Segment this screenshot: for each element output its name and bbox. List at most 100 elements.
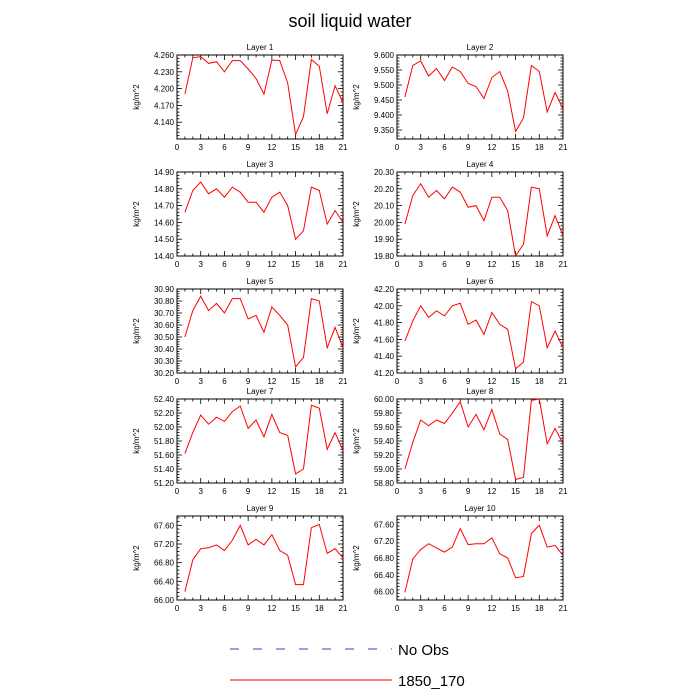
layer-8-xtick-label: 12	[487, 487, 496, 496]
layer-2-series-line	[404, 60, 564, 133]
layer-4-ytick-label: 20.30	[374, 168, 395, 177]
legend-label-no-obs: No Obs	[398, 642, 449, 659]
layer-7-ytick-label: 52.20	[154, 409, 175, 418]
layer-2-xtick-label: 12	[487, 143, 496, 152]
layer-3-ytick-label: 14.90	[154, 168, 175, 177]
layer-10-xtick-label: 3	[418, 604, 423, 613]
layer-1-xtick-label: 15	[291, 143, 300, 152]
layer-10-xtick-label: 0	[395, 604, 400, 613]
layer-8-ytick-label: 58.80	[374, 479, 395, 488]
layer-7-ytick-label: 52.40	[154, 395, 175, 404]
layer-9-title: Layer 9	[247, 504, 274, 513]
layer-2-xtick-label: 3	[418, 143, 423, 152]
layer-10-xtick-label: 21	[559, 604, 568, 613]
layer-5-panel: Layer 5 kg/m^2 0 3 6 9 12 15 18 21 30.20 30.30 30.40…	[132, 277, 348, 386]
panels: Layer 1 kg/m^2 0 3 6 9 12 15 18 21 4.140 4.170 4.200…	[132, 43, 568, 613]
layer-3-xtick-label: 9	[246, 260, 251, 269]
layer-5-ytick-label: 30.90	[154, 285, 175, 294]
layer-5-title: Layer 5	[247, 277, 274, 286]
layer-1-ylabel: kg/m^2	[132, 84, 141, 110]
layer-1-xtick-label: 12	[267, 143, 276, 152]
layer-3-title: Layer 3	[247, 160, 274, 169]
layer-5-series-line	[184, 295, 344, 369]
layer-2-title: Layer 2	[467, 43, 494, 52]
layer-4-xtick-label: 0	[395, 260, 400, 269]
layer-7-xtick-label: 9	[246, 487, 251, 496]
layer-9-xtick-label: 9	[246, 604, 251, 613]
layer-6-xtick-label: 12	[487, 377, 496, 386]
layer-8-ytick-label: 59.20	[374, 451, 395, 460]
layer-6-ytick-label: 41.60	[374, 335, 395, 344]
layer-10-ytick-label: 66.00	[374, 588, 395, 597]
layer-6-frame	[396, 288, 564, 374]
layer-2-xtick-label: 21	[559, 143, 568, 152]
layer-1-xtick-label: 6	[222, 143, 227, 152]
layer-9-xtick-label: 0	[175, 604, 180, 613]
layer-4-ytick-label: 20.10	[374, 202, 395, 211]
layer-8-frame	[396, 398, 564, 484]
layer-4-xtick-label: 9	[466, 260, 471, 269]
layer-8-xtick-label: 15	[511, 487, 520, 496]
layer-1-panel: Layer 1 kg/m^2 0 3 6 9 12 15 18 21 4.140 4.170 4.200…	[132, 43, 348, 152]
layer-6-xtick-label: 9	[466, 377, 471, 386]
layer-8-xtick-label: 21	[559, 487, 568, 496]
layer-3-ytick-label: 14.50	[154, 235, 175, 244]
layer-9-panel: Layer 9 kg/m^2 0 3 6 9 12 15 18 21 66.00 66.40 66.80…	[132, 504, 348, 613]
layer-6-ytick-label: 41.40	[374, 352, 395, 361]
layer-2-ytick-label: 9.500	[374, 81, 395, 90]
layer-3-xtick-label: 0	[175, 260, 180, 269]
layer-5-frame	[176, 288, 344, 374]
layer-1-ytick-label: 4.140	[154, 118, 175, 127]
layer-4-series-line	[404, 182, 564, 258]
layer-4-ytick-label: 19.90	[374, 235, 395, 244]
layer-9-series-line	[184, 523, 344, 592]
layer-7-xtick-label: 18	[315, 487, 324, 496]
layer-2-xtick-label: 15	[511, 143, 520, 152]
layer-8-xtick-label: 3	[418, 487, 423, 496]
layer-3-xtick-label: 15	[291, 260, 300, 269]
layer-7-xtick-label: 21	[339, 487, 348, 496]
layer-5-ylabel: kg/m^2	[132, 318, 141, 344]
layer-8-ylabel: kg/m^2	[352, 428, 361, 454]
layer-1-xtick-label: 9	[246, 143, 251, 152]
layer-3-panel: Layer 3 kg/m^2 0 3 6 9 12 15 18 21 14.40 14.50 14.60…	[132, 160, 348, 269]
legend-label-1850-170: 1850_170	[398, 673, 465, 690]
layer-4-xtick-label: 3	[418, 260, 423, 269]
layer-5-xtick-label: 6	[222, 377, 227, 386]
layer-9-ytick-label: 67.60	[154, 521, 175, 530]
layer-10-panel: Layer 10 kg/m^2 0 3 6 9 12 15 18 21 66.00 66.40 66.8…	[352, 504, 568, 613]
layer-3-ytick-label: 14.70	[154, 202, 175, 211]
layer-5-ytick-label: 30.50	[154, 333, 175, 342]
legend: No Obs 1850_170	[230, 642, 465, 690]
layer-10-ytick-label: 67.60	[374, 520, 395, 529]
layer-10-xtick-label: 12	[487, 604, 496, 613]
layer-6-xtick-label: 6	[442, 377, 447, 386]
layer-4-ytick-label: 19.80	[374, 252, 395, 261]
layer-6-series-line	[404, 300, 564, 370]
layer-9-xtick-label: 3	[198, 604, 203, 613]
layer-9-ytick-label: 66.00	[154, 596, 175, 605]
layer-5-xtick-label: 15	[291, 377, 300, 386]
layer-9-frame	[176, 515, 344, 601]
layer-4-xtick-label: 6	[442, 260, 447, 269]
layer-1-ytick-label: 4.230	[154, 68, 175, 77]
layer-9-ytick-label: 67.20	[154, 540, 175, 549]
layer-5-xtick-label: 12	[267, 377, 276, 386]
layer-2-ytick-label: 9.450	[374, 96, 395, 105]
layer-3-xtick-label: 18	[315, 260, 324, 269]
figure-title: soil liquid water	[288, 11, 411, 31]
layer-3-xtick-label: 12	[267, 260, 276, 269]
layer-2-xtick-label: 0	[395, 143, 400, 152]
layer-8-xtick-label: 9	[466, 487, 471, 496]
layer-7-ytick-label: 51.60	[154, 451, 175, 460]
layer-5-ytick-label: 30.80	[154, 297, 175, 306]
layer-6-xtick-label: 0	[395, 377, 400, 386]
layer-5-xtick-label: 0	[175, 377, 180, 386]
layer-8-series-line	[404, 398, 564, 481]
layer-6-xtick-label: 3	[418, 377, 423, 386]
layer-2-ytick-label: 9.400	[374, 111, 395, 120]
layer-10-title: Layer 10	[464, 504, 496, 513]
layer-5-ytick-label: 30.20	[154, 369, 175, 378]
layer-7-ytick-label: 51.80	[154, 437, 175, 446]
